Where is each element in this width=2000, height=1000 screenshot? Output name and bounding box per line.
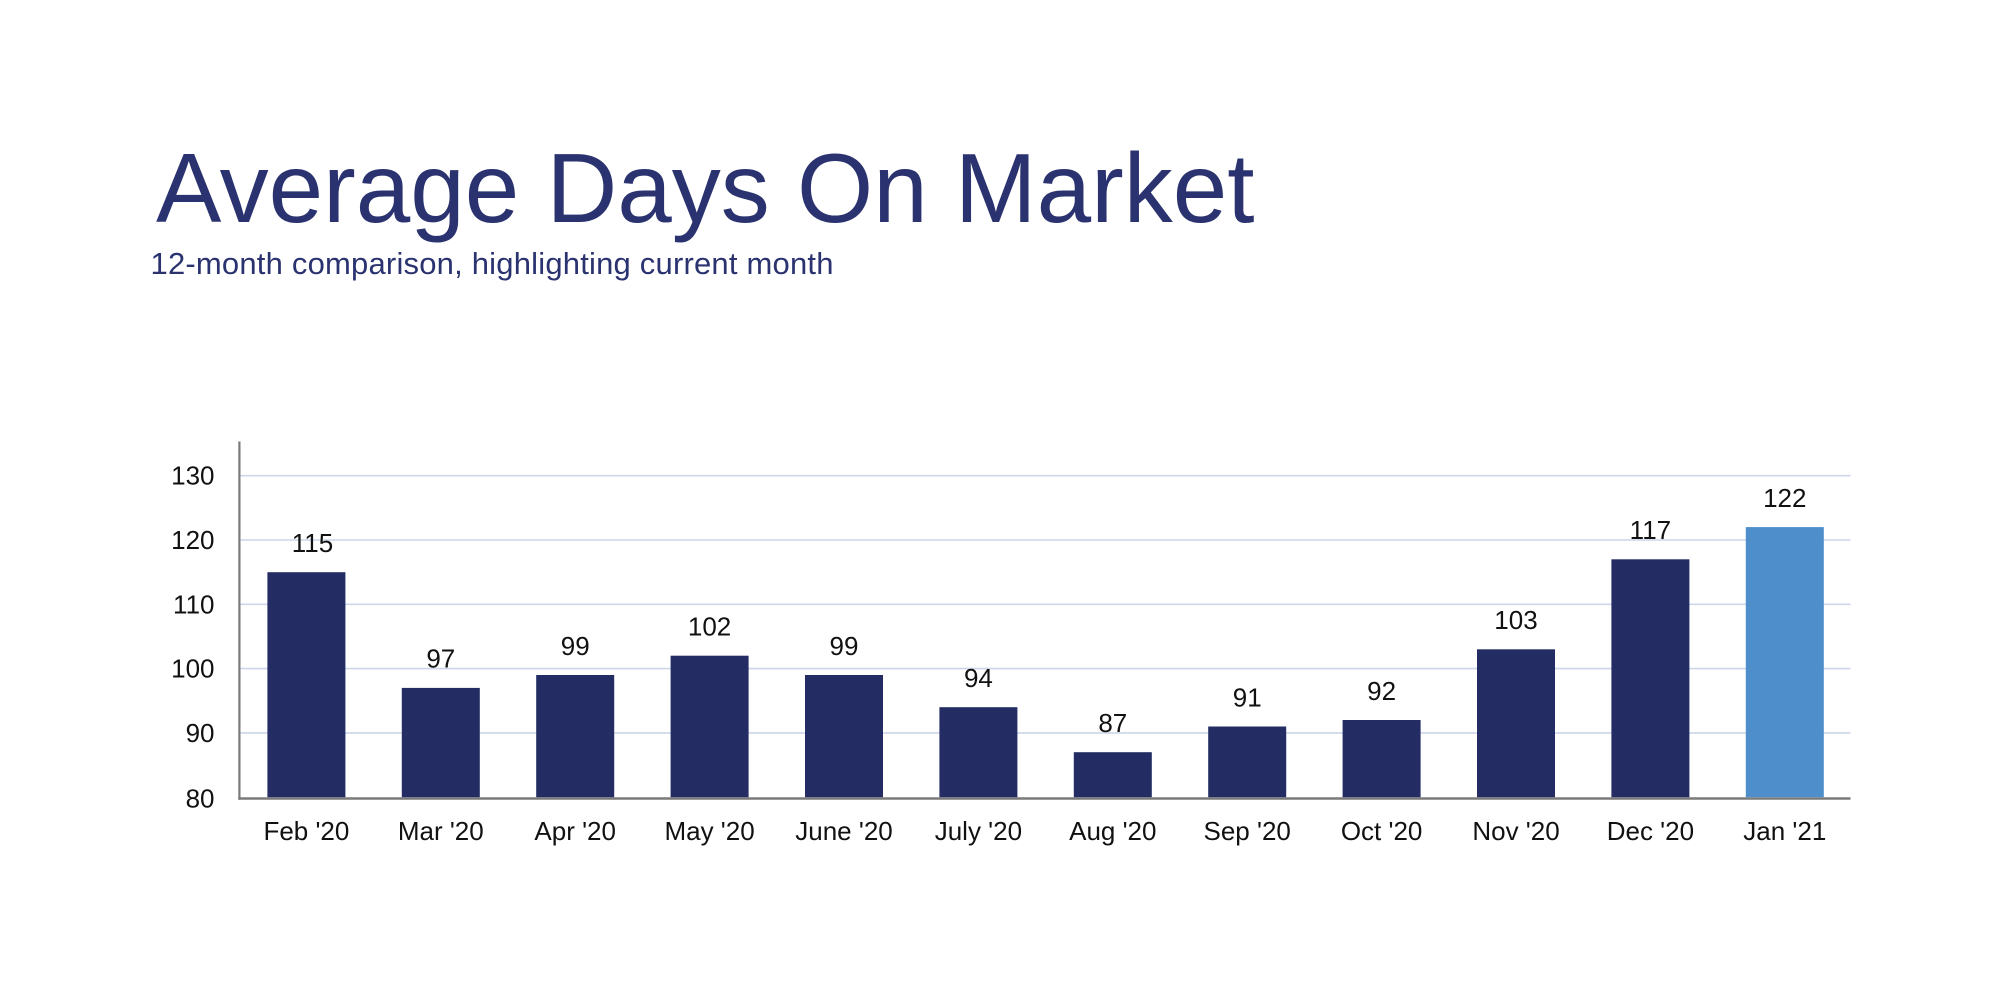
svg-text:99: 99	[561, 631, 590, 661]
svg-text:80: 80	[186, 784, 215, 814]
svg-text:Jan '21: Jan '21	[1743, 816, 1826, 846]
svg-text:Dec '20: Dec '20	[1607, 816, 1694, 846]
svg-text:July '20: July '20	[935, 816, 1022, 846]
svg-text:115: 115	[292, 528, 333, 558]
svg-text:94: 94	[964, 663, 993, 693]
svg-text:May '20: May '20	[664, 816, 754, 846]
svg-text:Feb '20: Feb '20	[263, 816, 349, 846]
svg-text:110: 110	[173, 589, 214, 619]
svg-text:103: 103	[1494, 605, 1537, 635]
svg-text:Oct '20: Oct '20	[1341, 816, 1423, 846]
svg-text:97: 97	[426, 644, 455, 674]
svg-text:Sep '20: Sep '20	[1204, 816, 1291, 846]
svg-text:Apr '20: Apr '20	[534, 816, 616, 846]
svg-text:99: 99	[830, 631, 859, 661]
svg-text:120: 120	[171, 525, 214, 555]
svg-text:Mar '20: Mar '20	[398, 816, 484, 846]
svg-text:90: 90	[186, 718, 215, 748]
svg-text:117: 117	[1630, 515, 1671, 545]
svg-text:June '20: June '20	[795, 816, 893, 846]
svg-text:Nov '20: Nov '20	[1472, 816, 1559, 846]
svg-text:Aug '20: Aug '20	[1069, 816, 1156, 846]
svg-text:102: 102	[688, 612, 731, 642]
svg-text:91: 91	[1233, 682, 1262, 712]
svg-text:130: 130	[171, 461, 214, 491]
svg-text:87: 87	[1098, 708, 1127, 738]
svg-text:92: 92	[1367, 676, 1396, 706]
svg-text:100: 100	[171, 654, 214, 684]
svg-text:122: 122	[1763, 483, 1806, 513]
